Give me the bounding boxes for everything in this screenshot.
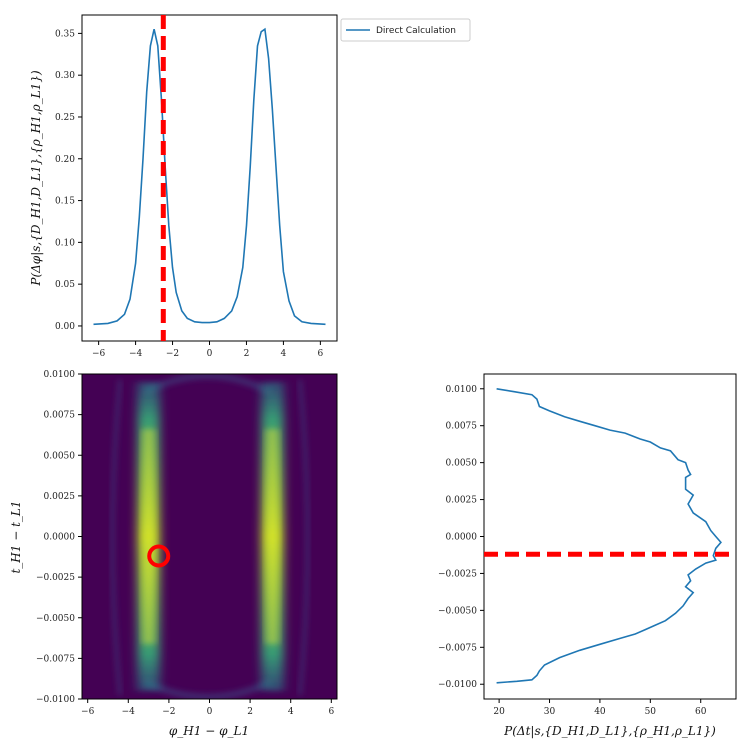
x-tick-label: 4 [288,707,294,717]
legend-box [340,18,471,42]
heatmap-faint-edge-right [297,379,310,696]
heatmap-yticks: −0.0100 −0.0075 −0.0050 −0.0025 0.0000 0.0025… [36,370,82,705]
heatmap-band-right-core [267,429,278,644]
x-tick-label: −6 [81,707,95,717]
y-tick-label: 0.35 [55,29,75,39]
y-tick-label: −0.0075 [438,643,477,653]
x-tick-label: 20 [493,707,505,717]
top-ylabel: P(Δφ|s,{D_H1,D_L1},{ρ_H1,ρ_L1}) [29,70,43,287]
x-tick-label: −4 [129,349,143,359]
right-marginal-panel: 20 30 40 50 60 −0.0100 −0.0075 −0.0050 −0.0025 0… [438,373,737,738]
x-tick-label: 4 [281,349,287,359]
x-tick-label: −6 [92,349,106,359]
y-tick-label: 0.0050 [446,459,478,469]
top-yticks: 0.00 0.05 0.10 0.15 0.20 0.25 0.30 0.35 [55,29,82,332]
legend: Direct Calculation [340,18,471,42]
heatmap-xticks: −6 −4 −2 0 2 4 6 [81,699,334,717]
top-axes-frame [81,14,338,342]
x-tick-label: 2 [244,349,250,359]
y-tick-label: 0.10 [55,238,75,248]
y-tick-label: −0.0100 [36,695,75,705]
right-density-line [496,388,722,684]
x-tick-label: 60 [695,707,707,717]
x-tick-label: 0 [207,349,213,359]
y-tick-label: 0.20 [55,155,75,165]
x-tick-label: −4 [122,707,136,717]
y-tick-label: 0.0075 [44,411,76,421]
y-tick-label: −0.0050 [438,606,477,616]
y-tick-label: 0.0025 [446,496,478,506]
heatmap-background [82,374,337,699]
x-tick-label: 2 [247,707,253,717]
y-tick-label: −0.0100 [438,680,477,690]
y-tick-label: 0.0050 [44,451,76,461]
heatmap-xlabel: φ_H1 − φ_L1 [169,724,249,738]
right-xticks: 20 30 40 50 60 [493,699,707,717]
top-xticks: −6 −4 −2 0 2 4 6 [92,341,324,359]
x-tick-label: 0 [207,707,213,717]
right-axes-frame [483,373,737,700]
top-density-line [93,27,326,326]
y-tick-label: −0.0075 [36,654,75,664]
x-tick-label: 6 [328,707,334,717]
x-tick-label: 30 [544,707,556,717]
x-tick-label: 50 [645,707,657,717]
y-tick-label: −0.0025 [36,573,75,583]
right-xlabel: P(Δt|s,{D_H1,D_L1},{ρ_H1,ρ_L1}) [503,724,716,738]
y-tick-label: −0.0025 [438,569,477,579]
x-tick-label: 6 [318,349,324,359]
heatmap-faint-edge-left [110,379,123,696]
y-tick-label: 0.0025 [44,492,76,502]
y-tick-label: 0.0000 [446,533,478,543]
x-tick-label: 40 [594,707,606,717]
top-marginal-panel: −6 −4 −2 0 2 4 6 0.000.050.100.150.200.250.300… [29,14,338,359]
y-tick-label: 0.25 [55,113,75,123]
x-tick-label: −2 [162,707,175,717]
y-tick-label: 0.0100 [44,370,76,380]
right-yticks: −0.0100 −0.0075 −0.0050 −0.0025 0.0000 0.0025… [438,385,484,690]
y-tick-label: −0.0050 [36,614,75,624]
legend-label: Direct Calculation [376,26,456,36]
heatmap-marker-circle [147,544,171,568]
y-tick-label: 0.00 [55,322,75,332]
heatmap-panel: −6 −4 −2 0 2 4 6 −0.0100 −0.0075 −0.0050 −0.0025 0… [9,370,338,738]
y-tick-label: 0.0100 [446,385,478,395]
heatmap-band-left-core [143,429,154,644]
y-tick-label: 0.05 [55,280,75,290]
y-tick-label: 0.30 [55,71,75,81]
x-tick-label: −2 [166,349,179,359]
y-tick-label: 0.0075 [446,422,478,432]
y-tick-label: 0.0000 [44,533,76,543]
heatmap-ylabel: t_H1 − t_L1 [9,500,23,573]
y-tick-label: 0.15 [55,197,75,207]
